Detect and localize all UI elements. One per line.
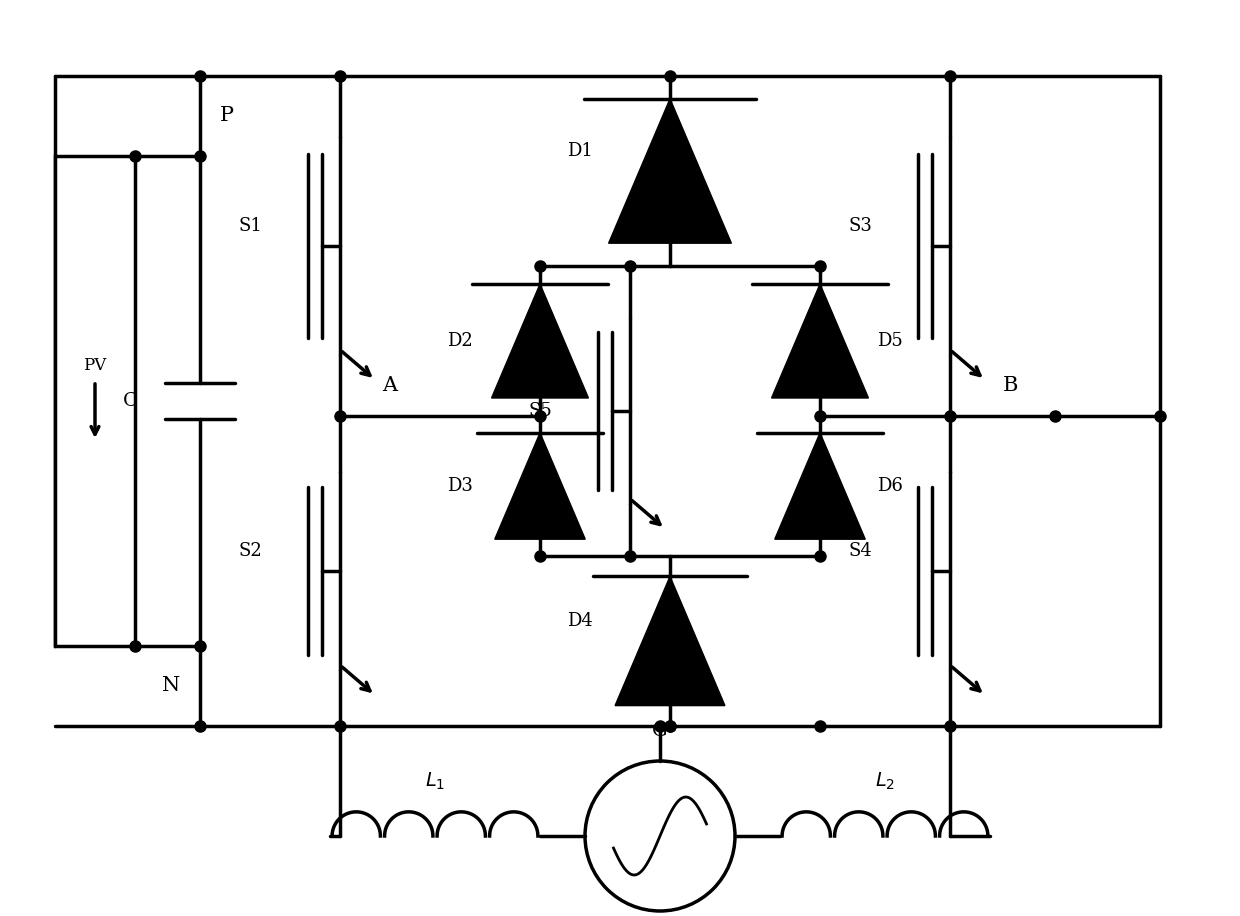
Text: S2: S2 — [238, 542, 262, 560]
Text: B: B — [1002, 376, 1018, 396]
Text: D6: D6 — [877, 477, 903, 495]
Text: $L_1$: $L_1$ — [425, 770, 445, 791]
Text: P: P — [219, 106, 234, 125]
Polygon shape — [615, 576, 725, 705]
Polygon shape — [609, 99, 732, 244]
Text: S5: S5 — [528, 402, 552, 420]
Text: D5: D5 — [877, 332, 903, 350]
Polygon shape — [495, 432, 585, 540]
Text: D4: D4 — [567, 612, 593, 630]
Text: C: C — [123, 392, 138, 410]
Text: S1: S1 — [238, 217, 262, 235]
Text: A: A — [382, 376, 398, 396]
Text: D3: D3 — [448, 477, 472, 495]
Polygon shape — [491, 284, 589, 398]
Text: D1: D1 — [567, 142, 593, 160]
Text: S4: S4 — [848, 542, 872, 560]
FancyBboxPatch shape — [55, 156, 135, 646]
Text: $L_2$: $L_2$ — [875, 770, 895, 791]
Text: D2: D2 — [448, 332, 472, 350]
Polygon shape — [771, 284, 868, 398]
Text: N: N — [161, 677, 180, 695]
Text: G: G — [652, 722, 668, 740]
Text: S3: S3 — [848, 217, 872, 235]
Polygon shape — [775, 432, 866, 540]
Text: PV: PV — [83, 357, 107, 375]
